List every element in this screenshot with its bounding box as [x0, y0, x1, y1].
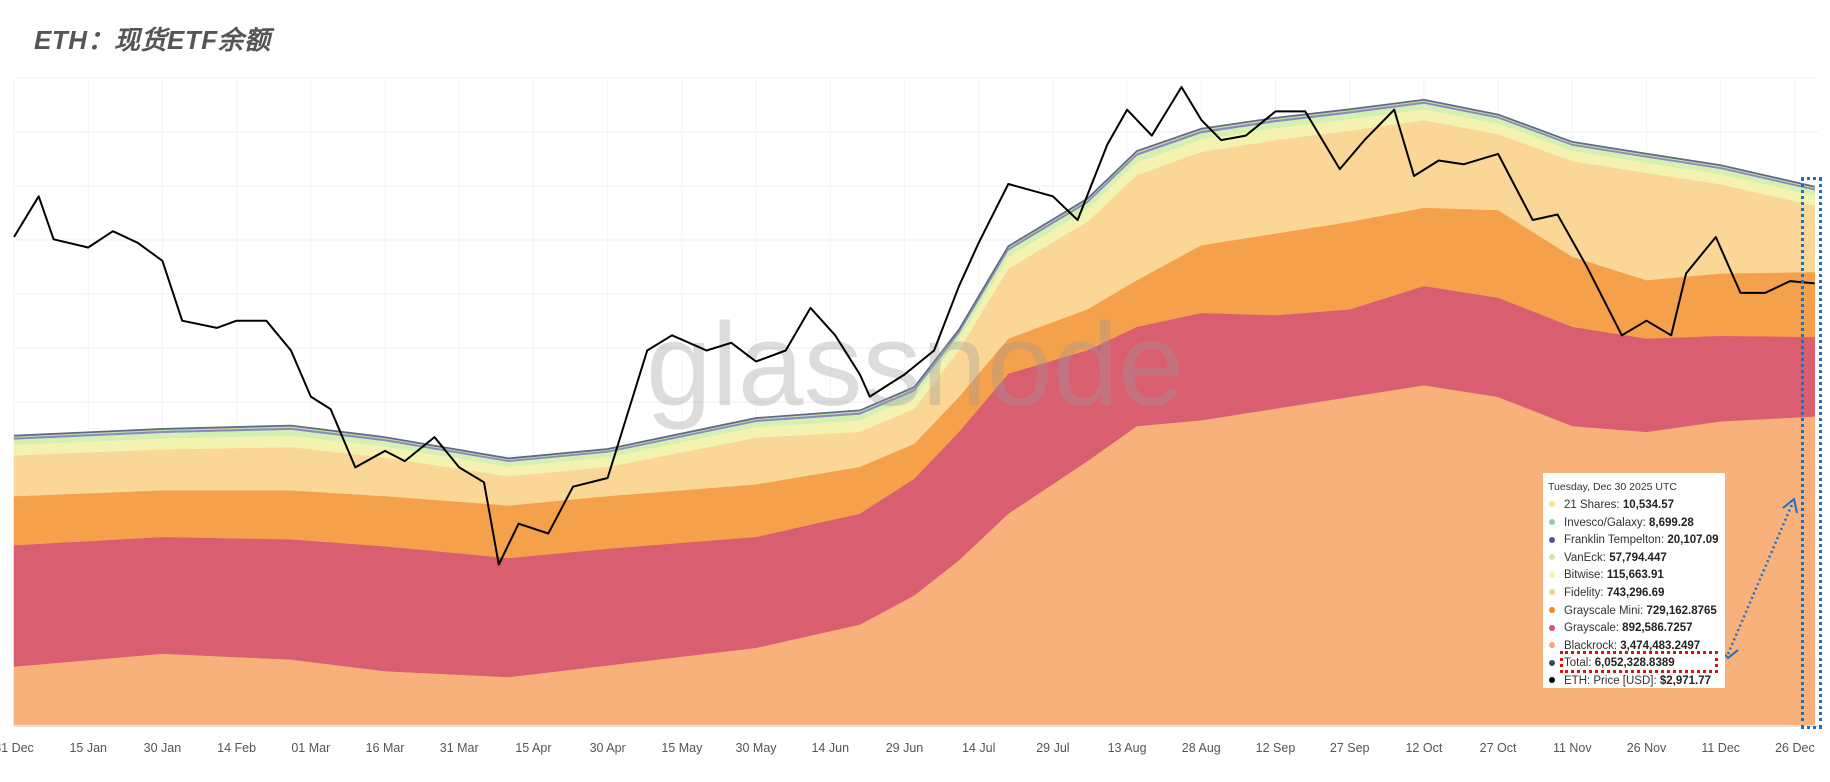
tooltip-value: 20,107.09	[1667, 534, 1719, 547]
x-tick-label: 27 Oct	[1480, 741, 1517, 755]
legend-dot-icon	[1549, 607, 1555, 614]
x-tick-label: 14 Feb	[217, 741, 256, 755]
x-tick-label: 01 Mar	[291, 741, 330, 755]
tooltip-value: 57,794.447	[1609, 551, 1667, 564]
tooltip-label: 21 Shares:	[1564, 499, 1620, 511]
legend-dot-icon	[1549, 677, 1555, 684]
legend-dot-icon	[1549, 536, 1555, 543]
tooltip-row: VanEck: 57,794.447	[1548, 550, 1725, 568]
legend-dot-icon	[1549, 589, 1555, 596]
x-tick-label: 31 Mar	[440, 741, 479, 755]
tooltip-value: 8,699.28	[1649, 516, 1694, 529]
legend-dot-icon	[1549, 554, 1555, 561]
tooltip-label: Grayscale Mini:	[1564, 604, 1644, 617]
tooltip-value: 115,663.91	[1606, 569, 1664, 582]
total-line	[13, 98, 1815, 460]
legend-dot-icon	[1549, 642, 1555, 649]
x-tick-label: 14 Jul	[962, 741, 995, 755]
tooltip-value: 729,162.8765	[1646, 604, 1717, 617]
tooltip-row: Invesco/Galaxy: 8,699.28	[1548, 515, 1725, 533]
x-tick-label: 30 Apr	[590, 741, 626, 755]
tooltip-label: VanEck:	[1564, 551, 1606, 564]
x-tick-label: 29 Jun	[886, 741, 924, 755]
tooltip-label: Bitwise:	[1564, 569, 1604, 582]
tooltip-value: 3,474,483.2497	[1620, 639, 1701, 652]
eth-price-line	[13, 86, 1815, 566]
tooltip-row: Total: 6,052,328.8389	[1548, 655, 1725, 673]
x-tick-label: 16 Mar	[366, 741, 405, 755]
tooltip-value: 743,296.69	[1606, 586, 1665, 599]
tooltip-label: Franklin Tempelton:	[1564, 534, 1665, 547]
x-tick-label: 26 Nov	[1627, 741, 1667, 755]
legend-dot-icon	[1549, 624, 1555, 631]
x-tick-label: 15 Apr	[515, 741, 551, 755]
latest-date-highlight-box	[1801, 177, 1822, 729]
tooltip-row: Grayscale: 892,586.7257	[1548, 620, 1725, 638]
x-tick-label: 15 May	[661, 741, 703, 755]
x-tick-label: 29 Jul	[1036, 741, 1069, 755]
tooltip-label: Invesco/Galaxy:	[1564, 516, 1646, 529]
x-tick-label: 13 Aug	[1108, 741, 1147, 755]
tooltip-label: Grayscale:	[1564, 622, 1619, 635]
tooltip-value: 6,052,328.8389	[1594, 657, 1675, 670]
x-tick-label: 15 Jan	[69, 741, 107, 755]
price-line	[13, 86, 1815, 566]
tooltip-row: ETH: Price [USD]: $2,971.77	[1548, 673, 1725, 691]
legend-dot-icon	[1549, 571, 1555, 578]
tooltip-label: ETH: Price [USD]:	[1564, 674, 1657, 687]
tooltip-row: 21 Shares: 10,534.57	[1548, 497, 1725, 515]
tooltip-row: Fidelity: 743,296.69	[1548, 585, 1725, 603]
x-tick-label: 31 Dec	[0, 741, 34, 755]
tooltip-value: $2,971.77	[1659, 674, 1712, 687]
tooltip-row: Franklin Tempelton: 20,107.09	[1548, 532, 1725, 550]
total-highlight-box	[1560, 651, 1718, 673]
tooltip-label: Fidelity:	[1564, 586, 1604, 599]
tooltip-row: Blackrock: 3,474,483.2497	[1548, 638, 1725, 656]
tooltip-date: Tuesday, Dec 30 2025 UTC	[1548, 481, 1677, 493]
x-tick-label: 30 Jan	[144, 741, 182, 755]
legend-dot-icon	[1549, 501, 1555, 508]
x-tick-label: 11 Nov	[1553, 741, 1592, 755]
x-tick-label: 28 Aug	[1182, 741, 1221, 755]
tooltip-row: Bitwise: 115,663.91	[1548, 567, 1725, 585]
x-tick-label: 12 Sep	[1256, 741, 1296, 755]
legend-dot-icon	[1549, 519, 1555, 526]
tooltip-label: Total:	[1564, 657, 1592, 670]
x-tick-label: 11 Dec	[1701, 741, 1740, 755]
x-tick-label: 14 Jun	[811, 741, 849, 755]
x-tick-label: 30 May	[736, 741, 778, 755]
tooltip-value: 892,586.7257	[1622, 622, 1693, 635]
x-tick-label: 26 Dec	[1775, 741, 1815, 755]
tooltip-row: Grayscale Mini: 729,162.8765	[1548, 603, 1725, 621]
area-layers	[13, 98, 1815, 727]
tooltip-label: Blackrock:	[1564, 639, 1618, 652]
x-axis-ticks: 31 Dec 15 Jan 30 Jan 14 Feb 01 Mar 16 Mar 31 M…	[0, 741, 1815, 755]
chart-title: ETH：现货ETF余额	[34, 25, 271, 55]
tooltip-value: 10,534.57	[1622, 499, 1674, 511]
x-tick-label: 12 Oct	[1405, 741, 1442, 755]
x-tick-label: 27 Sep	[1330, 741, 1370, 755]
legend-dot-icon	[1549, 659, 1555, 666]
